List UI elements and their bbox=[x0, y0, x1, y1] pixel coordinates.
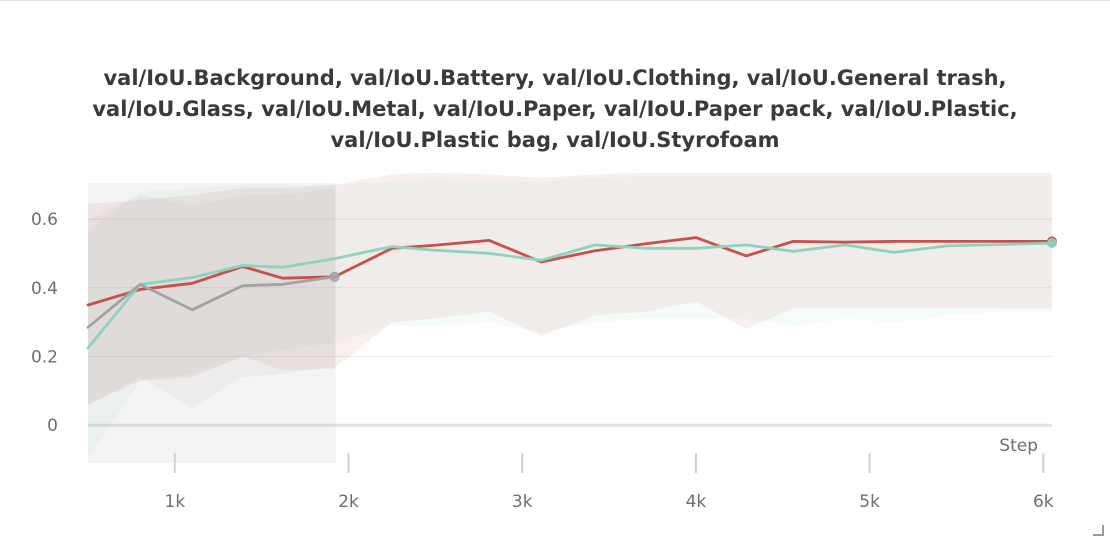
x-tick-label: 1k bbox=[165, 492, 186, 512]
chart-title-line-2: val/IoU.Glass, val/IoU.Metal, val/IoU.Pa… bbox=[92, 97, 1018, 121]
y-tick-label: 0.2 bbox=[31, 348, 58, 368]
series-band bbox=[88, 188, 335, 408]
resize-handle[interactable] bbox=[1093, 525, 1104, 536]
y-tick-label: 0 bbox=[47, 416, 58, 436]
chart-title-line-1: val/IoU.Background, val/IoU.Battery, val… bbox=[103, 66, 1007, 90]
hover-region bbox=[88, 183, 336, 463]
confidence-bands bbox=[88, 172, 1052, 460]
series-lines bbox=[86, 236, 1057, 350]
chart-title-line-3: val/IoU.Plastic bag, val/IoU.Styrofoam bbox=[330, 128, 780, 152]
x-tick-label: 3k bbox=[512, 492, 533, 512]
series-line bbox=[86, 241, 1054, 350]
x-axis-label: Step bbox=[999, 436, 1038, 456]
y-tick-label: 0.4 bbox=[31, 279, 58, 299]
x-tick-label: 5k bbox=[859, 492, 880, 512]
y-tick-label: 0.6 bbox=[31, 210, 58, 230]
x-tick-label: 2k bbox=[338, 492, 359, 512]
tick-labels: 0 0.2 0.4 0.6 1k 2k 3k 4k 5k 6k bbox=[31, 210, 1054, 512]
x-tick-label: 6k bbox=[1033, 492, 1054, 512]
grid-lines bbox=[88, 218, 1052, 427]
axes bbox=[173, 453, 1045, 473]
series-line bbox=[86, 236, 1054, 307]
series-band bbox=[88, 172, 1052, 405]
series-end-point bbox=[1047, 238, 1057, 249]
series-band bbox=[88, 176, 1052, 460]
chart-title: val/IoU.Background, val/IoU.Battery, val… bbox=[0, 63, 1110, 156]
series-line bbox=[86, 275, 337, 329]
x-tick-label: 4k bbox=[686, 492, 707, 512]
series-end-point bbox=[329, 271, 340, 282]
